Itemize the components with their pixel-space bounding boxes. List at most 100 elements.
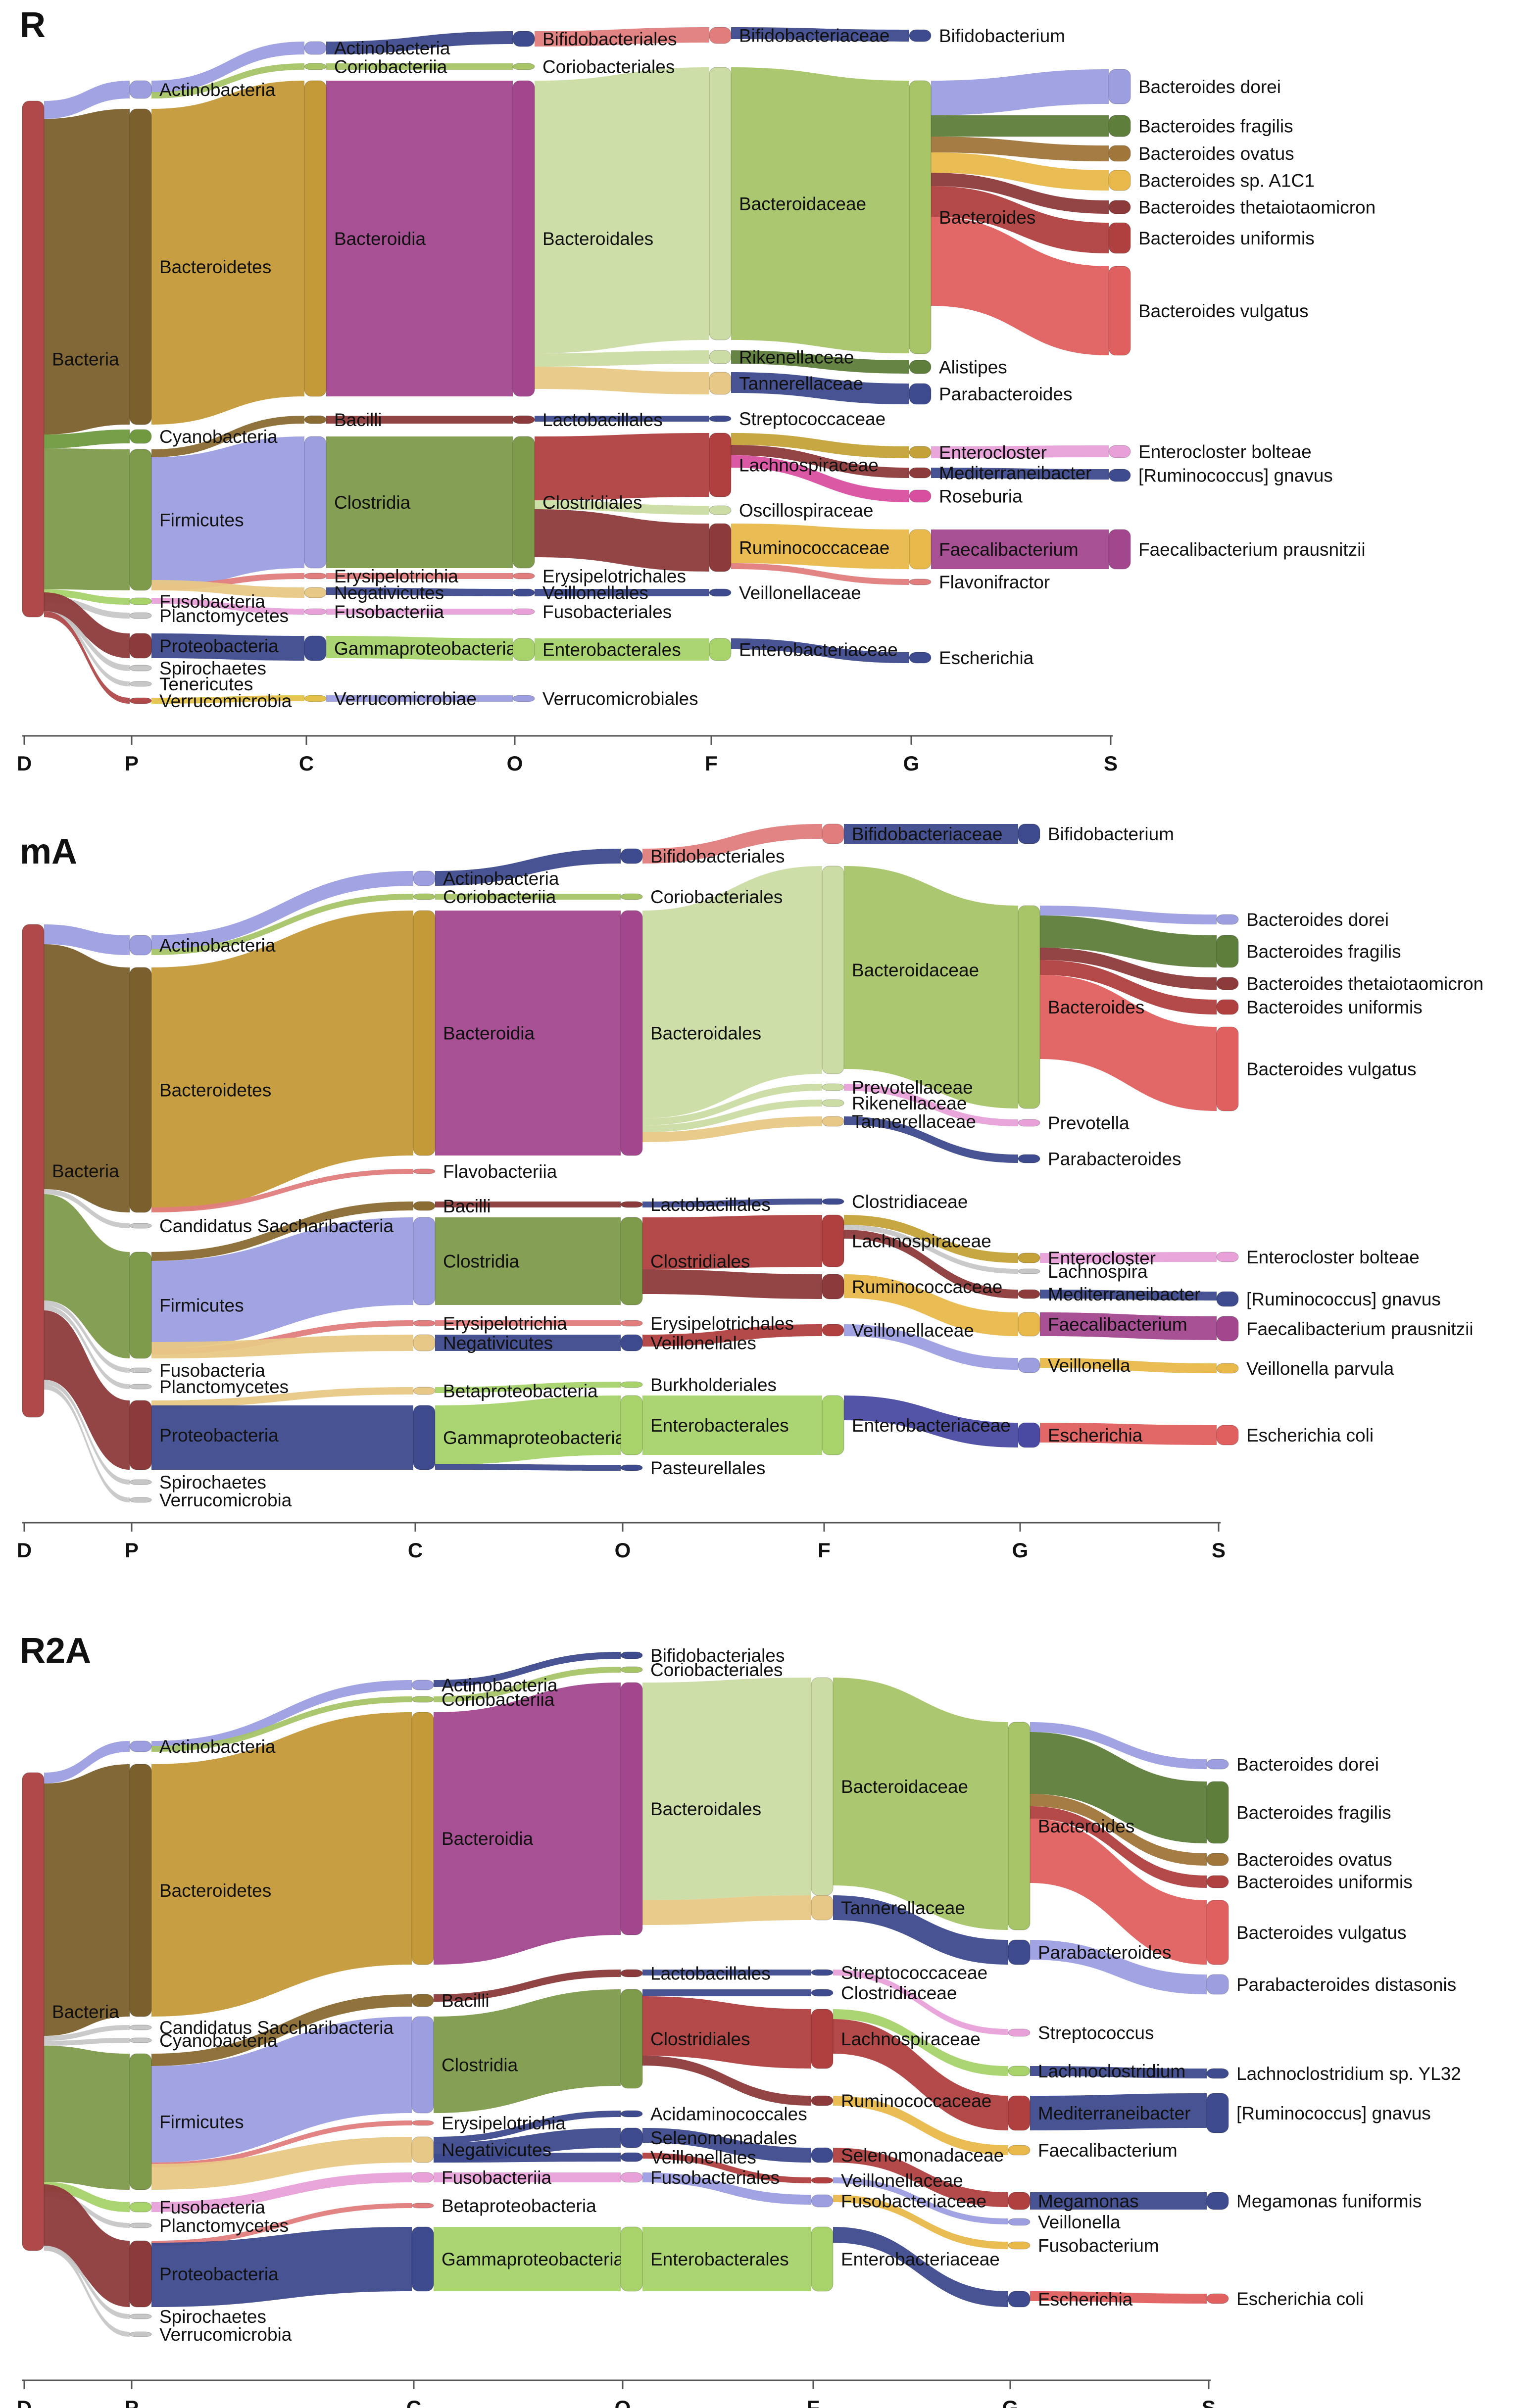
node-ruminococcus-gnavus[interactable]	[1216, 1291, 1239, 1307]
node-coriobacteriales[interactable]	[620, 1666, 643, 1673]
node-enterobacteriaceae[interactable]	[811, 2226, 834, 2292]
node-streptococcaceae[interactable]	[811, 1969, 834, 1976]
node-bacteroides-uniformis[interactable]	[1206, 1875, 1229, 1888]
node-bacteroidetes[interactable]	[129, 1764, 152, 2017]
node-erysipelotrichales[interactable]	[620, 1320, 643, 1327]
node-bacteroides-sp-a1c1[interactable]	[1108, 170, 1131, 191]
node-tannerellaceae[interactable]	[709, 372, 732, 395]
node-enterocloster[interactable]	[909, 446, 932, 459]
node-escherichia[interactable]	[1008, 2291, 1031, 2308]
node-veillonellaceae[interactable]	[811, 2177, 834, 2184]
node-actinobacteria[interactable]	[413, 870, 436, 886]
node-bacteroides-fragilis[interactable]	[1206, 1781, 1229, 1844]
node-bacteroidetes[interactable]	[129, 967, 152, 1213]
node-verrucomicrobiales[interactable]	[512, 695, 535, 702]
node-megamonas[interactable]	[1008, 2192, 1031, 2210]
node-flavonifractor[interactable]	[909, 578, 932, 585]
node-fusobacteriia[interactable]	[411, 2172, 434, 2183]
node-acidaminococcales[interactable]	[620, 2110, 643, 2118]
node-lactobacillales[interactable]	[620, 1201, 643, 1208]
node-negativicutes[interactable]	[304, 587, 327, 598]
node-candidatus-saccharibacteria[interactable]	[129, 1223, 152, 1229]
node-bacteroides[interactable]	[1018, 905, 1040, 1109]
node-bacteroides-vulgatus[interactable]	[1108, 266, 1131, 356]
node-bacteroides-dorei[interactable]	[1216, 914, 1239, 925]
node-bacteroides-vulgatus[interactable]	[1216, 1026, 1239, 1111]
node-spirochaetes[interactable]	[129, 1479, 152, 1485]
node-negativicutes[interactable]	[413, 1334, 436, 1351]
node-bacteroidaceae[interactable]	[811, 1677, 834, 1896]
node-ruminococcus-gnavus[interactable]	[1206, 2093, 1229, 2133]
node-bacteroidales[interactable]	[620, 1682, 643, 1935]
node-lachnospiraceae[interactable]	[811, 2009, 834, 2069]
node-firmicutes[interactable]	[129, 2053, 152, 2190]
node-firmicutes[interactable]	[129, 1252, 152, 1359]
node-enterobacteriaceae[interactable]	[709, 638, 732, 661]
node-bacteroidia[interactable]	[411, 1712, 434, 1965]
node-mediterraneibacter[interactable]	[909, 467, 932, 479]
node-enterocloster[interactable]	[1018, 1252, 1040, 1263]
node-bacteroidia[interactable]	[413, 910, 436, 1156]
node-tannerellaceae[interactable]	[811, 1895, 834, 1921]
node-clostridia[interactable]	[304, 436, 327, 569]
node-proteobacteria[interactable]	[129, 633, 152, 659]
node-enterocloster-bolteae[interactable]	[1108, 445, 1131, 458]
node-escherichia[interactable]	[1018, 1422, 1040, 1448]
node-veillonella[interactable]	[1018, 1357, 1040, 1373]
node-spirochaetes[interactable]	[129, 665, 152, 672]
node-bacteroidales[interactable]	[512, 80, 535, 397]
node-ruminococcaceae[interactable]	[822, 1274, 844, 1300]
node-verrucomicrobia[interactable]	[129, 1497, 152, 1503]
node-actinobacteria[interactable]	[411, 1680, 434, 1690]
node-bacteroides-thetaiotaomicron[interactable]	[1216, 977, 1239, 990]
node-firmicutes[interactable]	[129, 449, 152, 591]
node-planctomycetes[interactable]	[129, 612, 152, 619]
node-bifidobacterium[interactable]	[909, 29, 932, 42]
node-betaproteobacteria[interactable]	[411, 2203, 434, 2209]
node-bacilli[interactable]	[413, 1201, 436, 1211]
node-negativicutes[interactable]	[411, 2136, 434, 2163]
node-ruminococcus-gnavus[interactable]	[1108, 469, 1131, 482]
node-fusobacteria[interactable]	[129, 1367, 152, 1373]
node-oscillospiraceae[interactable]	[709, 505, 732, 515]
node-tenericutes[interactable]	[129, 681, 152, 687]
node-coriobacteriales[interactable]	[512, 63, 535, 70]
node-bacteroides[interactable]	[1008, 1722, 1031, 1930]
node-erysipelotrichia[interactable]	[304, 573, 327, 579]
node-veillonellaceae[interactable]	[709, 588, 732, 597]
node-bacteroidaceae[interactable]	[822, 866, 844, 1074]
node-veillonella[interactable]	[1008, 2218, 1031, 2226]
node-bacteroides-fragilis[interactable]	[1216, 935, 1239, 968]
node-clostridia[interactable]	[411, 2016, 434, 2114]
node-enterocloster-bolteae[interactable]	[1216, 1252, 1239, 1262]
node-bacteroidetes[interactable]	[129, 108, 152, 425]
node-bacteroidales[interactable]	[620, 910, 643, 1156]
node-bifidobacteriales[interactable]	[512, 31, 535, 47]
node-prevotella[interactable]	[1018, 1119, 1040, 1127]
node-escherichia-coli[interactable]	[1216, 1425, 1239, 1445]
node-verrucomicrobia[interactable]	[129, 2331, 152, 2337]
node-lachnospiraceae[interactable]	[822, 1214, 844, 1267]
node-planctomycetes[interactable]	[129, 1384, 152, 1390]
node-bacteria[interactable]	[22, 100, 45, 618]
node-fusobacteriales[interactable]	[512, 608, 535, 615]
node-bacteroides-ovatus[interactable]	[1206, 1853, 1229, 1866]
node-megamonas-funiformis[interactable]	[1206, 2192, 1229, 2210]
node-bifidobacteriales[interactable]	[620, 848, 643, 864]
node-enterobacterales[interactable]	[620, 1395, 643, 1455]
node-bacteroides[interactable]	[909, 80, 932, 354]
node-pasteurellales[interactable]	[620, 1464, 643, 1471]
node-rikenellaceae[interactable]	[709, 350, 732, 364]
node-veillonella-parvula[interactable]	[1216, 1363, 1239, 1374]
node-planctomycetes[interactable]	[129, 2222, 152, 2228]
node-lachnoclostridium-sp-yl32[interactable]	[1206, 2068, 1229, 2079]
node-verrucomicrobia[interactable]	[129, 697, 152, 704]
node-veillonellales[interactable]	[620, 1334, 643, 1351]
node-bacteroides-vulgatus[interactable]	[1206, 1900, 1229, 1965]
node-rikenellaceae[interactable]	[822, 1099, 844, 1107]
node-actinobacteria[interactable]	[129, 80, 152, 99]
node-escherichia[interactable]	[909, 652, 932, 664]
node-prevotellaceae[interactable]	[822, 1083, 844, 1091]
node-bacteroidia[interactable]	[304, 80, 327, 397]
node-tannerellaceae[interactable]	[822, 1116, 844, 1127]
